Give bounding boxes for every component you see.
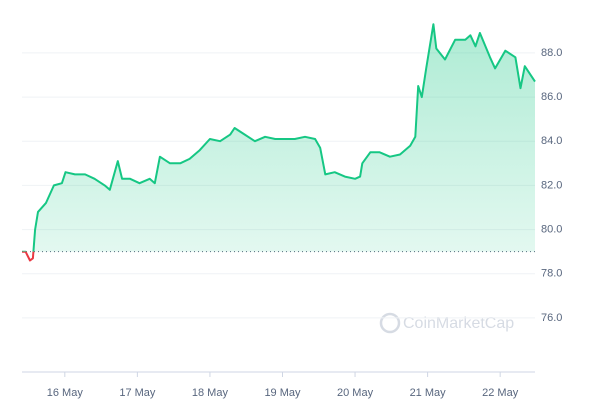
y-tick-label: 78.0	[541, 268, 562, 280]
x-tick-label: 17 May	[119, 387, 156, 399]
x-tick-label: 21 May	[410, 387, 447, 399]
y-tick-label: 84.0	[541, 135, 562, 147]
watermark-text: CoinMarketCap	[403, 315, 514, 332]
price-line	[22, 23, 536, 252]
watermark: CoinMarketCap	[379, 312, 514, 334]
x-tick-label: 16 May	[47, 387, 84, 399]
y-tick-label: 86.0	[541, 91, 562, 103]
x-tick-label: 22 May	[482, 387, 519, 399]
price-area	[33, 24, 535, 252]
x-tick-label: 18 May	[192, 387, 229, 399]
y-tick-label: 82.0	[541, 179, 562, 191]
y-tick-label: 76.0	[541, 312, 562, 324]
x-tick-label: 20 May	[337, 387, 374, 399]
y-tick-label: 80.0	[541, 223, 562, 235]
y-tick-label: 88.0	[541, 47, 562, 59]
x-tick-label: 19 May	[264, 387, 301, 399]
